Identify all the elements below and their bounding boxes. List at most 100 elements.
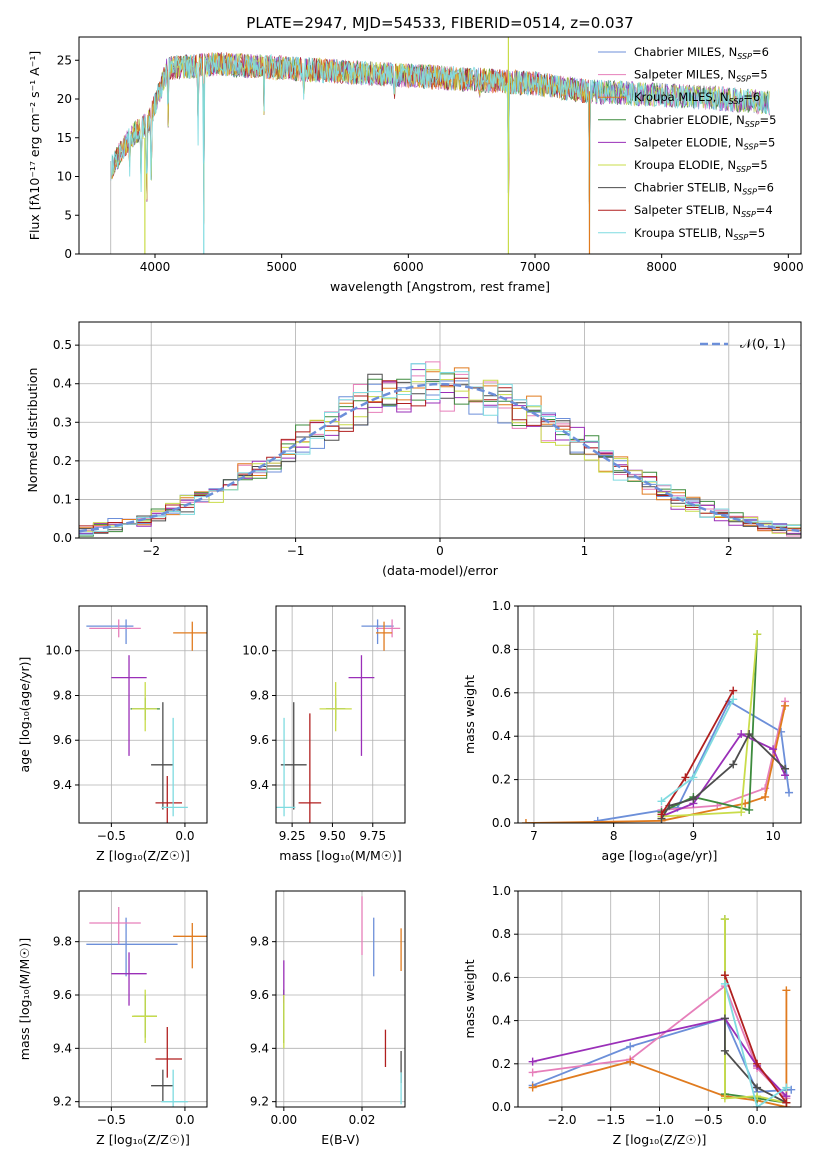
- age_vs_Z-xtick-label: −0.5: [97, 829, 126, 843]
- massweight_vs_age-ylabel: mass weight: [462, 675, 477, 754]
- legend-nssp-value: =5: [748, 226, 765, 240]
- massweight_vs_age-marker-7: [729, 686, 738, 695]
- legend-nssp-value: =5: [760, 113, 777, 127]
- age_vs_Z-plot-area: [86, 619, 207, 823]
- massweight_vs_Z-ytick-label: 0.2: [492, 1057, 511, 1071]
- spectrum-legend-label-8: Kroupa STELIB, NSSP=5: [634, 226, 765, 242]
- age_vs_mass-xtick-label: 9.50: [319, 829, 346, 843]
- massweight_vs_Z-ylabel: mass weight: [462, 959, 477, 1038]
- residuals-xtick-label: 1: [581, 544, 589, 558]
- residuals-plot-area: [79, 361, 801, 537]
- legend-model-name: Kroupa MILES: [634, 90, 713, 104]
- legend-nssp-prefix: , N: [728, 135, 744, 149]
- massweight_vs_age-marker-8: [689, 773, 698, 782]
- massweight_vs_Z-marker-6: [720, 1046, 729, 1055]
- legend-model-name: Salpeter STELIB: [634, 203, 725, 217]
- mass_vs_Z-xlabel: Z [log₁₀(Z/Z☉)]: [96, 1132, 190, 1147]
- residuals-xlabel: (data-model)/error: [382, 563, 499, 578]
- mass_vs_EBV-ytick-label: 9.8: [250, 935, 269, 949]
- mass_vs_EBV-frame: [275, 890, 406, 1108]
- age_vs_Z-panel: −0.5 0.0 9.4 9.6 9.8 10.0 Z [log₁₀(Z/Z☉)] age […: [17, 605, 208, 863]
- massweight_vs_age-ytick-label: 0.6: [492, 686, 511, 700]
- mass_vs_EBV-xtick-label: 0.02: [349, 1113, 376, 1127]
- massweight_vs_age-marker-6: [729, 760, 738, 769]
- age_vs_Z-ylabel: age [log₁₀(age/yr)]: [17, 657, 32, 773]
- massweight_vs_Z-xtick-label: −1.5: [596, 1113, 625, 1127]
- massweight_vs_Z-ytick-label: 0.8: [492, 927, 511, 941]
- massweight_vs_Z-marker-8: [720, 979, 729, 988]
- massweight_vs_age-marker-2: [761, 792, 770, 801]
- legend-nssp-prefix: , N: [720, 158, 736, 172]
- residuals-xtick-label: −1: [287, 544, 305, 558]
- mass_vs_Z-frame: [78, 890, 208, 1108]
- massweight_vs_Z-marker-8: [782, 1083, 791, 1092]
- massweight_vs_age-xtick-label: 10: [765, 829, 780, 843]
- mass_vs_EBV-plot-area: [283, 896, 402, 1105]
- massweight_vs_age-marker-0: [593, 816, 602, 823]
- massweight_vs_Z-marker-8: [753, 1103, 762, 1107]
- legend-nssp-prefix: , N: [725, 203, 741, 217]
- age_vs_mass-plot-area: [276, 619, 401, 823]
- massweight_vs_age-marker-2: [781, 701, 790, 710]
- massweight_vs_Z-xtick-label: −2.0: [547, 1113, 576, 1127]
- massweight_vs_age-plot-area: [521, 630, 794, 823]
- massweight_vs_age-series-6: [660, 732, 786, 820]
- residuals-ytick-label: 0.4: [53, 377, 72, 391]
- legend-nssp-value: =5: [751, 158, 768, 172]
- massweight_vs_Z-xtick-label: 0.0: [748, 1113, 767, 1127]
- massweight_vs_age-xtick-label: 7: [530, 829, 538, 843]
- massweight_vs_age-marker-5: [737, 808, 746, 817]
- spectrum-legend-label-7: Salpeter STELIB, NSSP=4: [634, 203, 773, 219]
- residuals-xtick-label: 2: [725, 544, 733, 558]
- massweight_vs_age-xtick-label: 8: [610, 829, 618, 843]
- spectrum-ylabel: Flux [fλ10⁻¹⁷ erg cm⁻² s⁻¹ A⁻¹]: [27, 51, 42, 240]
- mass_vs_Z-ylabel: mass [log₁₀(M/M☉)]: [17, 938, 32, 1060]
- massweight_vs_Z-ytick-label: 0.0: [492, 1100, 511, 1114]
- spectrum-legend-label-4: Salpeter ELODIE, NSSP=5: [634, 135, 775, 151]
- massweight_vs_Z-marker-2: [782, 986, 791, 995]
- legend-nssp-prefix: , N: [721, 45, 737, 59]
- massweight_vs_age-marker-0: [785, 788, 794, 797]
- massweight_vs_age-marker-8: [657, 797, 666, 806]
- massweight_vs_Z-marker-5: [720, 1094, 729, 1103]
- age_vs_mass-frame: [275, 605, 406, 824]
- legend-nssp-prefix: , N: [713, 90, 729, 104]
- massweight_vs_Z-panel: −2.0 −1.5 −1.0 −0.5 0.0 0.0 0.2 0.4 0.6 0.8 1.0 Z […: [462, 884, 802, 1147]
- legend-nssp-subscript: SSP: [736, 165, 751, 174]
- age_vs_Z-xtick-label: 0.0: [175, 829, 194, 843]
- mass_vs_EBV-ytick-label: 9.2: [250, 1095, 269, 1109]
- residuals-ylabel: Normed distribution: [25, 368, 40, 493]
- spectrum-legend-label-6: Chabrier STELIB, NSSP=6: [634, 181, 774, 197]
- legend-model-name: Kroupa ELODIE: [634, 158, 720, 172]
- legend-nssp-value: =6: [752, 45, 769, 59]
- mass_vs_EBV-panel: 0.00 0.02 9.2 9.4 9.6 9.8 E(B-V): [250, 890, 406, 1147]
- age_vs_mass-ytick-label: 9.6: [250, 733, 269, 747]
- legend-nssp-prefix: , N: [720, 68, 736, 82]
- spectrum-xtick-label: 9000: [773, 260, 804, 274]
- spectrum-legend-label-1: Salpeter MILES, NSSP=5: [634, 68, 768, 84]
- residuals-ytick-label: 0.3: [53, 415, 72, 429]
- massweight_vs_age-marker-6: [689, 795, 698, 804]
- massweight_vs_age-xtick-label: 9: [690, 829, 698, 843]
- residuals-xtick-label: −2: [142, 544, 160, 558]
- mass_vs_Z-ytick-label: 9.6: [53, 988, 72, 1002]
- massweight_vs_age-panel: 7 8 9 10 0.0 0.2 0.4 0.6 0.8 1.0 age [log₁₀(age/yr…: [462, 599, 802, 863]
- spectrum-ytick-label: 25: [57, 53, 72, 67]
- massweight_vs_Z-ytick-label: 1.0: [492, 884, 511, 898]
- spectrum-ytick-label: 20: [57, 92, 72, 106]
- spectrum-panel: 4000 5000 6000 7000 8000 9000 0 5 10 15 20 25 wavele…: [27, 36, 804, 294]
- massweight_vs_age-ytick-label: 1.0: [492, 599, 511, 613]
- massweight_vs_Z-series-8: [724, 983, 787, 1107]
- legend-nssp-subscript: SSP: [744, 142, 759, 151]
- legend-nssp-value: =5: [758, 135, 775, 149]
- legend-nssp-prefix: , N: [729, 113, 745, 127]
- massweight_vs_Z-xlabel: Z [log₁₀(Z/Z☉)]: [613, 1132, 707, 1147]
- massweight_vs_Z-marker-2: [528, 1083, 537, 1092]
- mass_vs_EBV-ytick-label: 9.4: [250, 1041, 269, 1055]
- legend-nssp-prefix: , N: [718, 226, 734, 240]
- massweight_vs_age-marker-4: [737, 730, 746, 739]
- spectrum-ytick-label: 0: [64, 247, 72, 261]
- massweight_vs_age-marker-3: [745, 805, 754, 814]
- massweight_vs_age-ytick-label: 0.8: [492, 642, 511, 656]
